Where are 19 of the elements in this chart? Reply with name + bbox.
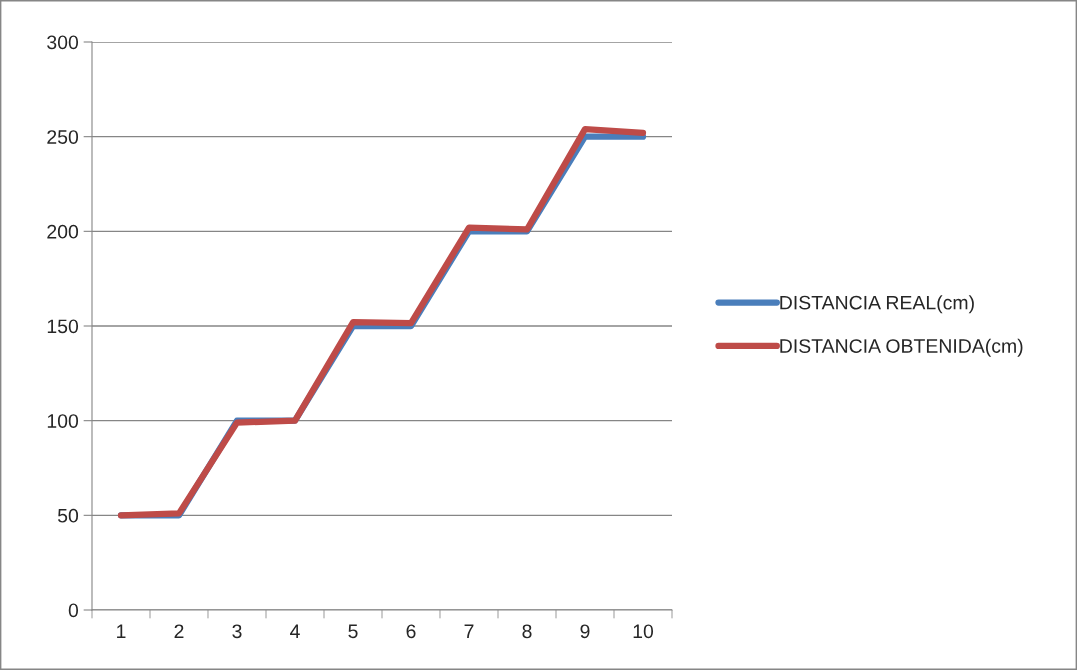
x-tick-label: 8 [522,624,532,639]
y-tick-label: 50 [57,508,79,523]
x-tick-label: 4 [290,624,300,638]
x-tick-label: 3 [232,624,242,639]
x-tick-label: 7 [464,624,474,638]
y-tick-label: 100 [47,414,79,428]
x-tick-label: 10 [633,624,654,639]
legend-label: DISTANCIA OBTENIDA(cm) [780,338,1023,357]
x-tick-label: 1 [117,624,126,638]
y-tick-label: 200 [47,224,79,239]
x-tick-label: 5 [348,624,358,639]
x-tick-label: 9 [580,624,590,639]
y-tick-label: 300 [47,35,79,50]
y-tick-label: 0 [68,603,79,618]
legend-label: DISTANCIA REAL(cm) [780,295,974,314]
y-tick-label: 250 [47,130,79,144]
y-tick-label: 150 [47,319,79,334]
x-tick-label: 6 [406,624,416,639]
x-tick-label: 2 [174,624,184,638]
